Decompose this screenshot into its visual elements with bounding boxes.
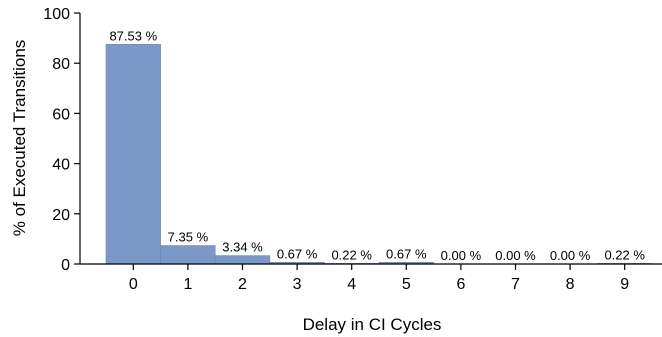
data-label-1: 7.35 % <box>168 230 209 245</box>
bar-1 <box>160 245 216 265</box>
data-label-7: 0.00 % <box>495 248 536 263</box>
y-tick-label-60: 60 <box>52 106 70 123</box>
data-label-5: 0.67 % <box>386 246 427 261</box>
y-tick-label-80: 80 <box>52 56 70 73</box>
y-tick-label-20: 20 <box>52 207 70 224</box>
y-axis-title: % of Executed Transitions <box>10 40 29 237</box>
y-tick-label-0: 0 <box>61 257 70 274</box>
x-axis-title: Delay in CI Cycles <box>303 315 442 334</box>
data-label-8: 0.00 % <box>550 248 591 263</box>
x-tick-label-0: 0 <box>129 276 138 293</box>
x-tick-label-2: 2 <box>238 276 247 293</box>
data-labels-group: 87.53 % 7.35 % 3.34 % 0.67 % 0.22 % 0.67 % 0.0… <box>109 28 645 263</box>
y-axis: 0 20 40 60 80 100 <box>43 6 81 274</box>
y-tick-label-100: 100 <box>43 6 70 23</box>
data-label-9: 0.22 % <box>604 247 645 262</box>
data-label-2: 3.34 % <box>222 240 263 255</box>
x-tick-label-6: 6 <box>456 276 465 293</box>
x-tick-label-1: 1 <box>183 276 192 293</box>
data-label-6: 0.00 % <box>441 248 482 263</box>
bar-2 <box>214 255 271 265</box>
x-tick-label-9: 9 <box>620 276 629 293</box>
data-label-0: 87.53 % <box>109 28 157 43</box>
x-axis: 0 1 2 3 4 5 6 7 8 9 <box>80 263 662 293</box>
bar-0 <box>105 43 161 265</box>
bars-group <box>105 43 653 265</box>
data-label-4: 0.22 % <box>331 247 372 262</box>
y-tick-label-40: 40 <box>52 157 70 174</box>
x-tick-label-7: 7 <box>511 276 520 293</box>
data-label-3: 0.67 % <box>277 246 318 261</box>
x-tick-label-5: 5 <box>402 276 411 293</box>
x-tick-label-8: 8 <box>566 276 575 293</box>
x-tick-label-3: 3 <box>293 276 302 293</box>
x-tick-label-4: 4 <box>347 276 356 293</box>
